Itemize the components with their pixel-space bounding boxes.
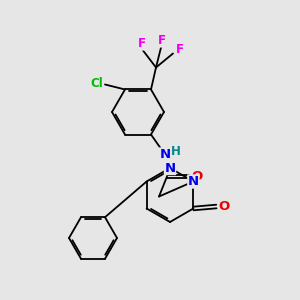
Text: N: N (159, 148, 171, 161)
Text: N: N (188, 175, 199, 188)
Text: H: H (171, 145, 181, 158)
Text: F: F (158, 34, 166, 47)
Text: F: F (138, 37, 146, 50)
Text: O: O (191, 170, 203, 183)
Text: F: F (176, 43, 184, 56)
Text: O: O (219, 200, 230, 213)
Text: Cl: Cl (91, 77, 103, 90)
Text: N: N (164, 161, 175, 175)
